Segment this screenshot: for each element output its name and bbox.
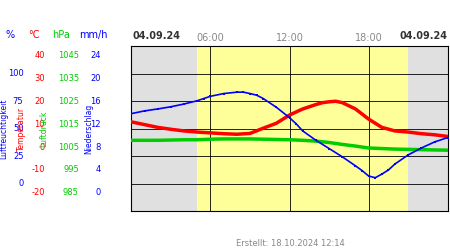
Text: Luftdruck: Luftdruck: [40, 110, 49, 147]
Text: 16: 16: [90, 97, 101, 106]
Bar: [197, 46, 369, 211]
Text: %: %: [5, 30, 14, 40]
Text: 0: 0: [18, 179, 23, 188]
Text: 8: 8: [95, 142, 101, 152]
Text: 40: 40: [35, 51, 45, 60]
Text: 100: 100: [8, 69, 23, 78]
Text: 25: 25: [13, 152, 23, 161]
Text: 1015: 1015: [58, 120, 79, 129]
Text: 50: 50: [13, 124, 23, 133]
Text: Temperatur: Temperatur: [17, 107, 26, 151]
Text: 20: 20: [35, 97, 45, 106]
Text: °C: °C: [28, 30, 40, 40]
Text: Niederschlag: Niederschlag: [85, 104, 94, 154]
Text: 1035: 1035: [58, 74, 79, 83]
Text: 4: 4: [95, 166, 101, 174]
Text: 12: 12: [90, 120, 101, 129]
Text: 1025: 1025: [58, 97, 79, 106]
Text: 1045: 1045: [58, 51, 79, 60]
Text: 1005: 1005: [58, 142, 79, 152]
Text: 24: 24: [90, 51, 101, 60]
Text: 10: 10: [35, 120, 45, 129]
Bar: [369, 46, 408, 211]
Text: -20: -20: [32, 188, 45, 198]
Text: 20: 20: [90, 74, 101, 83]
Text: 30: 30: [34, 74, 45, 83]
Text: mm/h: mm/h: [79, 30, 107, 40]
Text: 0: 0: [40, 142, 45, 152]
Text: hPa: hPa: [52, 30, 70, 40]
Text: 985: 985: [63, 188, 79, 198]
Text: -10: -10: [32, 166, 45, 174]
Text: 04.09.24: 04.09.24: [132, 31, 180, 41]
Text: Luftfeuchtigkeit: Luftfeuchtigkeit: [0, 98, 8, 159]
Text: 04.09.24: 04.09.24: [400, 31, 448, 41]
Text: 75: 75: [13, 97, 23, 106]
Text: 995: 995: [63, 166, 79, 174]
Text: Erstellt: 18.10.2024 12:14: Erstellt: 18.10.2024 12:14: [236, 238, 345, 248]
Text: 0: 0: [95, 188, 101, 198]
